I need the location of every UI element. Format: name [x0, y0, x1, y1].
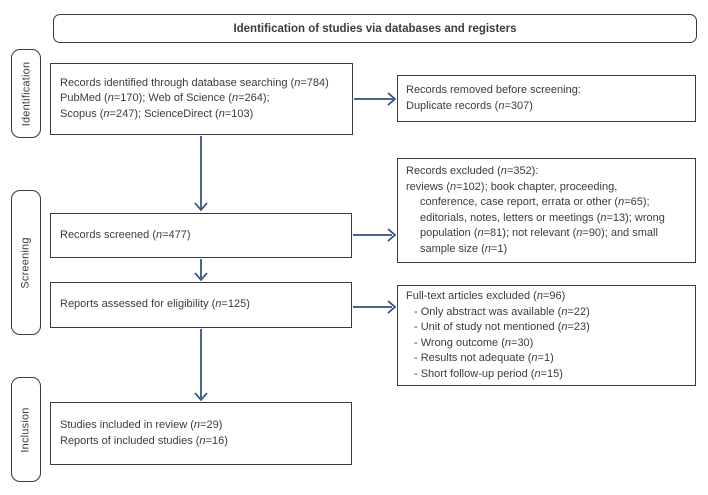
arrow-screened-to-assessed [194, 259, 208, 282]
box-text-line: - Results not adequate (n=1) [414, 352, 554, 364]
box-records-excluded: Records excluded (n=352): reviews (n=102)… [397, 158, 696, 263]
box-fulltext-excluded: Full-text articles excluded (n=96) - Only… [397, 285, 696, 386]
box-text-line: Studies included in review (n=29) [60, 419, 223, 431]
box-text-line: - Only abstract was available (n=22) [414, 305, 590, 318]
stage-label-identification: Identification [11, 49, 41, 138]
arrow-identified-to-removed [354, 92, 397, 106]
box-text-line: Full-text articles excluded (n=96) [406, 290, 566, 302]
box-records-screened: Records screened (n=477) [50, 213, 352, 258]
box-text-line: Records removed before screening: [406, 84, 581, 96]
box-text-line: editorials, notes, letters or meetings (… [420, 211, 665, 224]
stage-label-text: Inclusion [20, 406, 32, 453]
box-records-removed: Records removed before screening: Duplica… [397, 75, 696, 122]
box-text-line: - Wrong outcome (n=30) [414, 336, 534, 349]
box-text-line: Duplicate records (n=307) [406, 99, 533, 112]
banner-identification-of-studies: Identification of studies via databases … [53, 14, 697, 43]
arrow-screened-to-excluded [353, 228, 397, 242]
box-text-line: PubMed (n=170); Web of Science (n=264); [60, 92, 270, 105]
box-text-line: reviews (n=102); book chapter, proceedin… [406, 180, 618, 193]
box-text-line: sample size (n=1) [420, 242, 508, 255]
box-records-identified: Records identified through database sear… [50, 63, 353, 135]
box-text-line: population (n=81); not relevant (n=90); … [420, 227, 658, 239]
box-text-line: Records screened (n=477) [60, 228, 191, 241]
box-text-line: Reports of included studies (n=16) [60, 434, 228, 447]
stage-label-screening: Screening [11, 190, 41, 335]
stage-label-text: Screening [20, 236, 32, 289]
box-text-line: Reports assessed for eligibility (n=125) [60, 298, 250, 311]
box-studies-included: Studies included in review (n=29) Reports… [50, 402, 352, 465]
box-text-line: Records excluded (n=352): [406, 165, 539, 177]
stage-label-inclusion: Inclusion [11, 377, 41, 482]
box-text-line: - Unit of study not mentioned (n=23) [414, 321, 590, 333]
arrow-assessed-to-included [194, 329, 208, 402]
box-text-line: Scopus (n=247); ScienceDirect (n=103) [60, 107, 254, 120]
box-text-line: Records identified through database sear… [60, 76, 329, 89]
stage-label-text: Identification [20, 61, 32, 126]
box-text-line: conference, case report, errata or other… [420, 196, 650, 208]
arrow-assessed-to-fulltext [353, 300, 397, 314]
box-text-line: - Short follow-up period (n=15) [414, 367, 563, 380]
banner-title: Identification of studies via databases … [233, 22, 517, 35]
arrow-identified-to-screened [194, 136, 208, 212]
box-reports-assessed: Reports assessed for eligibility (n=125) [50, 282, 352, 328]
